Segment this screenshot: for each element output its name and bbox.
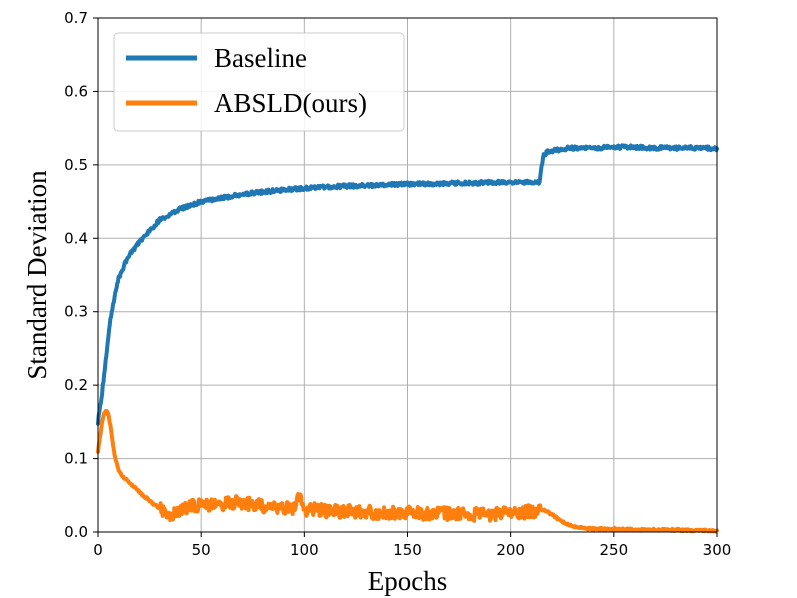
x-tick-label: 250 <box>600 541 629 559</box>
y-tick-label: 0.3 <box>64 303 88 321</box>
x-tick-label: 300 <box>703 541 732 559</box>
y-axis-title: Standard Deviation <box>22 170 52 380</box>
legend-label-baseline: Baseline <box>214 43 307 73</box>
tick-layer: 0 50 100 150 200 250 300 0.0 0.1 0.2 0.3 0.4 0.5 0.6 0… <box>64 9 731 559</box>
x-tick-label: 100 <box>290 541 319 559</box>
x-tick-label: 50 <box>192 541 211 559</box>
legend: Baseline ABSLD(ours) <box>113 32 405 132</box>
y-tick-label: 0.1 <box>64 450 88 468</box>
series-line-absld-ours <box>96 409 719 534</box>
y-tick-label: 0.4 <box>64 229 88 247</box>
y-tick-label: 0.7 <box>64 9 88 27</box>
x-tick-label: 150 <box>393 541 422 559</box>
x-axis-title: Epochs <box>368 566 447 596</box>
y-tick-label: 0.0 <box>64 523 88 541</box>
legend-label-absld: ABSLD(ours) <box>214 88 367 118</box>
y-tick-label: 0.2 <box>64 376 88 394</box>
series-line-baseline <box>96 143 719 426</box>
x-tick-label: 0 <box>93 541 103 559</box>
y-tick-label: 0.6 <box>64 82 88 100</box>
x-tick-label: 200 <box>496 541 525 559</box>
series-layer <box>96 143 719 534</box>
grid-layer <box>97 17 718 533</box>
y-tick-label: 0.5 <box>64 156 88 174</box>
